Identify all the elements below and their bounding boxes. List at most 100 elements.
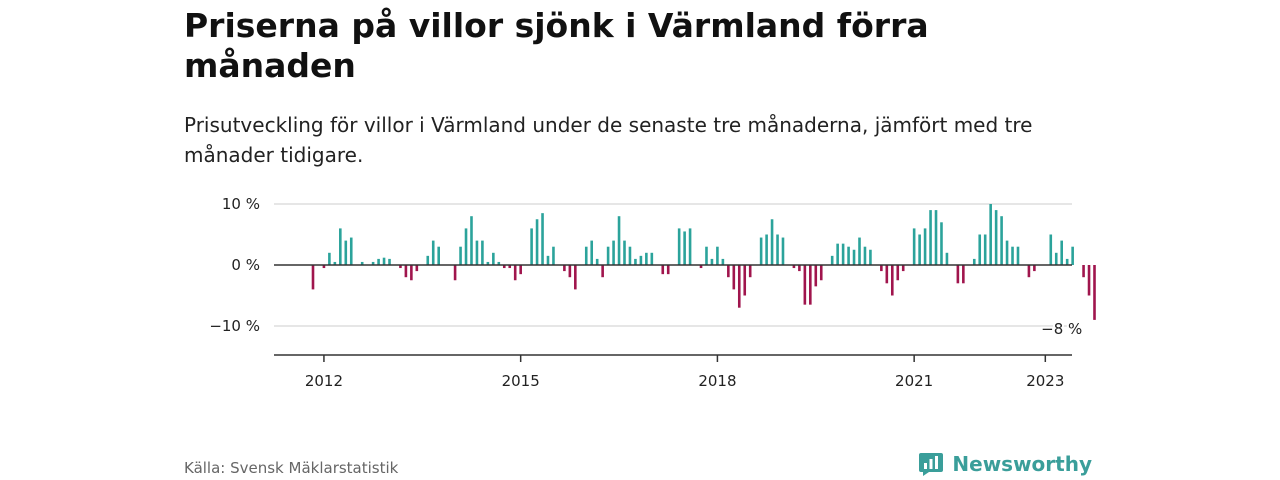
chart-title: Priserna på villor sjönk i Värmland förr… — [184, 6, 929, 85]
bar — [464, 228, 468, 265]
bar — [901, 265, 905, 272]
brand-name: Newsworthy — [952, 452, 1092, 476]
bar — [814, 265, 818, 287]
bar — [1071, 246, 1074, 265]
bar — [1005, 240, 1009, 265]
bar — [727, 265, 730, 278]
bar — [830, 255, 834, 265]
bar — [666, 265, 670, 275]
bar — [535, 219, 539, 265]
bar — [677, 228, 681, 265]
x-tick-label: 2018 — [698, 372, 736, 390]
bar — [1011, 246, 1014, 265]
bar — [497, 261, 501, 265]
bar — [896, 265, 900, 281]
bar — [945, 252, 949, 265]
bar — [437, 246, 440, 265]
bar — [453, 265, 457, 281]
bar — [415, 265, 419, 272]
source-note: Källa: Svensk Mäklarstatistik — [184, 459, 399, 477]
bar — [388, 258, 391, 265]
x-tick-label: 2012 — [305, 372, 343, 390]
bar — [934, 210, 938, 265]
bar — [743, 265, 747, 296]
bar — [863, 246, 867, 265]
bar — [792, 265, 796, 269]
bar — [360, 261, 364, 265]
bar — [1087, 265, 1091, 296]
bar — [803, 265, 807, 305]
bar — [972, 258, 976, 265]
bar — [371, 261, 375, 265]
bar-chart: 10 % 0 % −10 % 2012 2015 2018 2021 2023 −8 % — [209, 195, 1096, 390]
bar — [781, 237, 785, 265]
bar — [563, 265, 566, 272]
bar — [552, 246, 555, 265]
bar — [328, 252, 331, 265]
bar — [508, 265, 512, 269]
bar — [852, 249, 856, 265]
bar — [404, 265, 408, 278]
bar — [880, 265, 883, 272]
bar — [459, 246, 462, 265]
bar — [382, 257, 386, 265]
bar — [546, 255, 550, 265]
x-tick-label: 2021 — [895, 372, 933, 390]
x-tick-label: 2015 — [502, 372, 540, 390]
bar — [885, 265, 889, 284]
bar — [1093, 265, 1096, 320]
bar — [858, 237, 861, 265]
bar — [732, 265, 736, 290]
bar — [486, 261, 490, 265]
bar — [940, 222, 943, 265]
bar — [798, 265, 801, 272]
bar — [699, 265, 703, 269]
bar — [721, 258, 725, 265]
y-tick-label: 0 % — [231, 256, 260, 274]
bar — [410, 265, 413, 281]
bar — [705, 246, 708, 265]
bar — [502, 265, 506, 269]
bar — [612, 240, 615, 265]
bar — [978, 234, 982, 265]
bar — [475, 240, 479, 265]
bar — [344, 240, 348, 265]
bar — [574, 265, 577, 290]
bar — [661, 265, 665, 275]
bar — [683, 231, 686, 265]
bar — [836, 243, 839, 265]
bar — [568, 265, 572, 278]
bar — [377, 258, 380, 265]
bar — [1065, 258, 1069, 265]
bar — [1033, 265, 1036, 272]
bar — [617, 216, 621, 265]
bar — [492, 252, 495, 265]
axes — [274, 264, 1072, 362]
bar — [688, 228, 692, 265]
bar — [606, 246, 610, 265]
bar — [989, 204, 992, 265]
bar — [595, 258, 599, 265]
bar — [929, 210, 932, 265]
bar — [956, 265, 960, 284]
bar — [819, 265, 823, 281]
bar — [869, 249, 872, 265]
bar — [912, 228, 916, 265]
labels: 10 % 0 % −10 % 2012 2015 2018 2021 2023 −8 % — [209, 195, 1084, 390]
bar — [1054, 252, 1058, 265]
bar — [923, 228, 927, 265]
bar — [634, 258, 637, 265]
bar — [962, 265, 965, 284]
newsworthy-logo-icon — [919, 453, 944, 476]
grid-lines — [274, 203, 1072, 327]
bar — [339, 228, 342, 265]
bar — [349, 237, 353, 265]
bar — [628, 246, 632, 265]
x-tick-label: 2023 — [1026, 372, 1064, 390]
bar — [481, 240, 484, 265]
bar — [716, 246, 719, 265]
bar — [847, 246, 850, 265]
bar — [426, 255, 430, 265]
bar — [519, 265, 522, 275]
bar — [322, 265, 326, 269]
